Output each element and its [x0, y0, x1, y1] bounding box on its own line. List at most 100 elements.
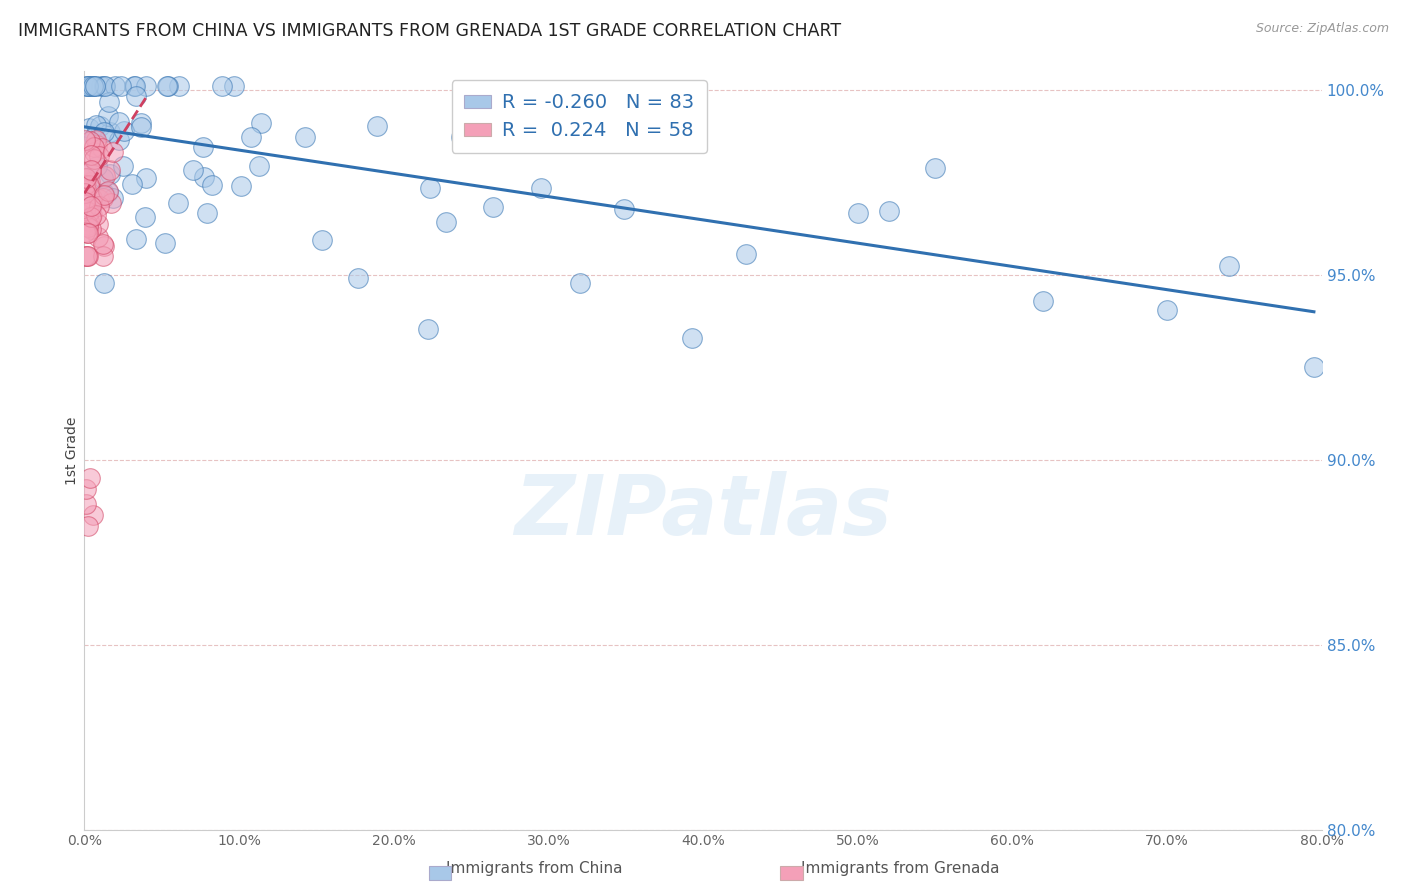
Point	[83, 139, 105, 153]
Point	[134, 210, 156, 224]
Point	[1156, 303, 1178, 318]
Point	[80, 222, 103, 236]
Point	[98, 163, 121, 178]
Point	[481, 200, 503, 214]
Point	[79, 210, 101, 224]
Point	[93, 171, 115, 186]
Point	[75, 186, 97, 201]
Point	[86, 159, 108, 173]
Point	[80, 165, 103, 179]
Point	[97, 184, 120, 198]
Point	[75, 209, 97, 223]
Point	[93, 125, 115, 139]
Point	[93, 276, 115, 290]
Point	[75, 249, 97, 263]
Point	[83, 145, 105, 159]
Text: Immigrants from Grenada: Immigrants from Grenada	[800, 861, 1000, 876]
Point	[1302, 359, 1324, 374]
Point	[346, 270, 368, 285]
Point	[89, 119, 111, 133]
Point	[87, 148, 110, 162]
Point	[80, 164, 103, 178]
Y-axis label: 1st Grade: 1st Grade	[65, 417, 79, 484]
Point	[77, 121, 100, 136]
Point	[181, 163, 204, 178]
Point	[75, 170, 97, 185]
Point	[201, 178, 224, 193]
Point	[530, 181, 553, 195]
Point	[75, 133, 97, 147]
Point	[75, 202, 97, 217]
Point	[77, 178, 100, 192]
Point	[97, 185, 120, 199]
Point	[82, 79, 104, 94]
Point	[75, 497, 97, 511]
Point	[75, 183, 97, 197]
Point	[80, 164, 103, 178]
Point	[76, 226, 98, 240]
Point	[75, 178, 97, 193]
Point	[75, 79, 97, 94]
Point	[91, 237, 114, 252]
Point	[846, 206, 869, 220]
Point	[530, 122, 553, 136]
Point	[104, 79, 127, 94]
Point	[93, 191, 115, 205]
Point	[77, 214, 100, 228]
Point	[222, 79, 245, 94]
Point	[93, 187, 115, 202]
Point	[83, 152, 105, 166]
Point	[77, 227, 100, 241]
Point	[79, 134, 101, 148]
Point	[98, 167, 121, 181]
Point	[79, 471, 101, 485]
Point	[613, 202, 636, 217]
Point	[94, 79, 117, 94]
Point	[80, 79, 103, 94]
Point	[1032, 293, 1054, 308]
Point	[311, 233, 333, 247]
Point	[76, 249, 98, 263]
Point	[84, 132, 107, 146]
Point	[76, 249, 98, 263]
Point	[103, 191, 125, 205]
Point	[681, 331, 703, 345]
Point	[568, 276, 591, 290]
Point	[111, 159, 134, 173]
Point	[135, 170, 157, 185]
Point	[93, 186, 115, 201]
Point	[90, 140, 112, 154]
Point	[121, 177, 143, 191]
Point	[87, 199, 110, 213]
Point	[616, 93, 638, 107]
Point	[87, 229, 110, 244]
Point	[75, 195, 97, 210]
Point	[77, 204, 100, 219]
Point	[211, 79, 233, 94]
Point	[924, 161, 946, 175]
Point	[450, 129, 472, 144]
Text: Source: ZipAtlas.com: Source: ZipAtlas.com	[1256, 22, 1389, 36]
Point	[418, 321, 440, 335]
Point	[129, 120, 152, 135]
Point	[193, 169, 215, 184]
Point	[84, 79, 107, 94]
Text: Immigrants from China: Immigrants from China	[446, 861, 623, 876]
Point	[156, 79, 179, 94]
Point	[250, 116, 273, 130]
Point	[191, 140, 214, 154]
Point	[80, 162, 103, 177]
Point	[231, 178, 253, 193]
Point	[124, 79, 146, 94]
Point	[101, 145, 124, 160]
Point	[153, 236, 176, 251]
Point	[97, 95, 120, 109]
Point	[80, 198, 103, 212]
Point	[80, 208, 103, 222]
Point	[77, 218, 100, 232]
Point	[169, 79, 191, 94]
Point	[112, 124, 135, 138]
Point	[100, 195, 122, 210]
Point	[87, 217, 110, 231]
Point	[98, 125, 121, 139]
